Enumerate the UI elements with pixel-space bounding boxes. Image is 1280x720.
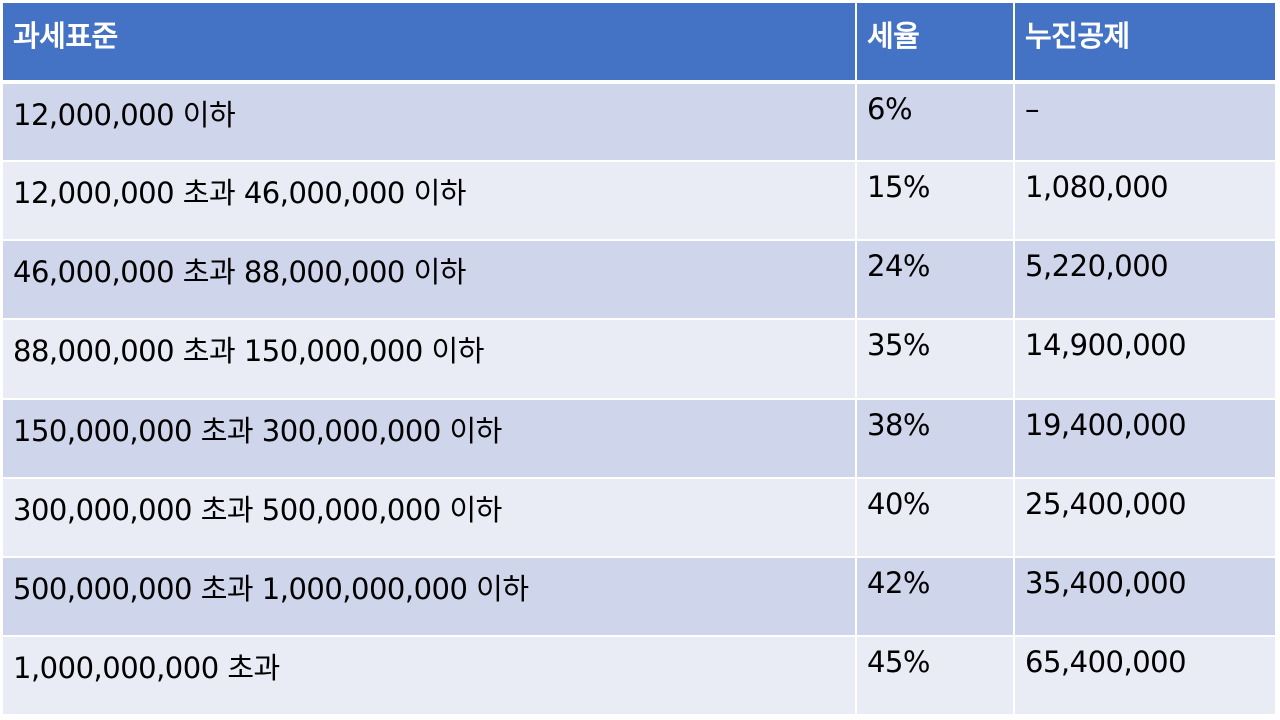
cell-tax-base: 150,000,000 초과 300,000,000 이하 [3,398,857,479]
tax-rate-table-container: 과세표준 세율 누진공제 12,000,000 이하 6% – 12,000,0… [3,3,1275,717]
cell-tax-base: 12,000,000 이하 [3,82,857,163]
cell-deduction: 14,900,000 [1014,319,1275,400]
cell-tax-rate: 15% [856,161,1015,242]
cell-deduction: 1,080,000 [1014,161,1275,242]
table-row: 12,000,000 이하 6% – [3,82,1275,163]
cell-tax-rate: 38% [856,398,1015,479]
cell-tax-base: 88,000,000 초과 150,000,000 이하 [3,319,857,400]
cell-tax-rate: 40% [856,477,1015,558]
header-progressive-deduction: 누진공제 [1014,3,1275,84]
header-tax-base: 과세표준 [3,3,857,84]
table-header-row: 과세표준 세율 누진공제 [3,3,1275,84]
cell-tax-base: 46,000,000 초과 88,000,000 이하 [3,240,857,321]
cell-tax-rate: 6% [856,82,1015,163]
table-row: 1,000,000,000 초과 45% 65,400,000 [3,635,1275,717]
cell-deduction: 35,400,000 [1014,556,1275,637]
table-row: 150,000,000 초과 300,000,000 이하 38% 19,400… [3,398,1275,479]
cell-deduction: 65,400,000 [1014,635,1275,717]
header-tax-rate: 세율 [856,3,1015,84]
table-row: 300,000,000 초과 500,000,000 이하 40% 25,400… [3,477,1275,558]
cell-tax-base: 12,000,000 초과 46,000,000 이하 [3,161,857,242]
cell-deduction: – [1014,82,1275,163]
cell-deduction: 25,400,000 [1014,477,1275,558]
table-row: 12,000,000 초과 46,000,000 이하 15% 1,080,00… [3,161,1275,242]
cell-tax-rate: 45% [856,635,1015,717]
cell-deduction: 19,400,000 [1014,398,1275,479]
table-row: 46,000,000 초과 88,000,000 이하 24% 5,220,00… [3,240,1275,321]
cell-tax-base: 1,000,000,000 초과 [3,635,857,717]
cell-tax-base: 300,000,000 초과 500,000,000 이하 [3,477,857,558]
cell-tax-base: 500,000,000 초과 1,000,000,000 이하 [3,556,857,637]
cell-deduction: 5,220,000 [1014,240,1275,321]
tax-rate-table: 과세표준 세율 누진공제 12,000,000 이하 6% – 12,000,0… [3,3,1275,717]
cell-tax-rate: 35% [856,319,1015,400]
table-row: 500,000,000 초과 1,000,000,000 이하 42% 35,4… [3,556,1275,637]
cell-tax-rate: 42% [856,556,1015,637]
cell-tax-rate: 24% [856,240,1015,321]
table-row: 88,000,000 초과 150,000,000 이하 35% 14,900,… [3,319,1275,400]
